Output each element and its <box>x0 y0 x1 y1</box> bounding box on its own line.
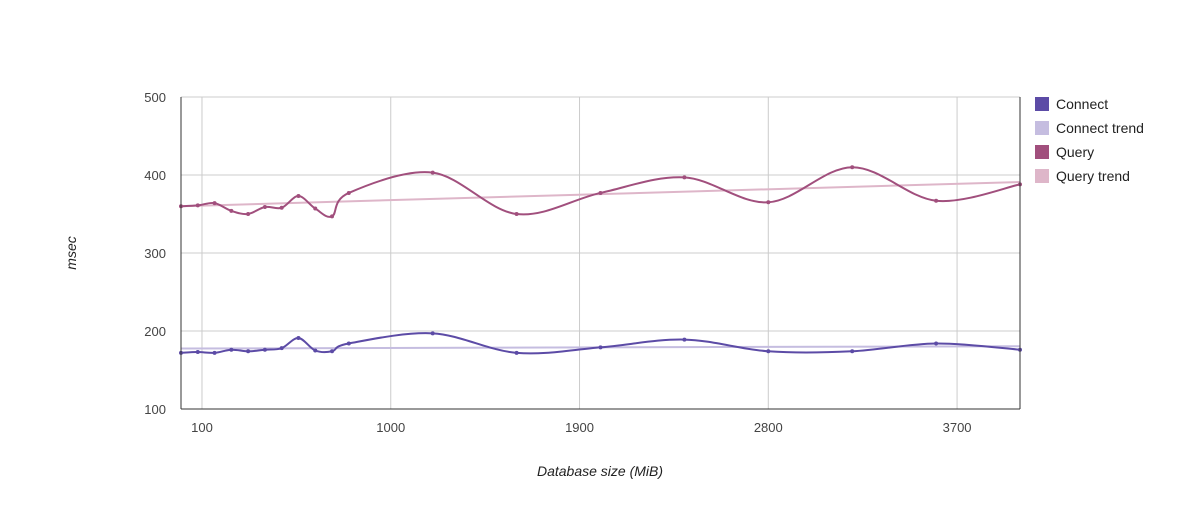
legend-label: Connect trend <box>1056 120 1144 136</box>
y-tick-label: 400 <box>144 168 166 183</box>
legend-item-connect: Connect <box>1035 96 1108 112</box>
tick-labels: 100 200 300 400 500 100 1000 1900 2800 3700 <box>144 90 971 435</box>
data-point-connect <box>330 349 335 354</box>
data-point-query <box>229 208 234 213</box>
data-point-connect <box>296 336 301 341</box>
series-line-connect <box>180 332 1021 355</box>
data-point-query <box>262 204 267 209</box>
data-point-query <box>850 165 855 170</box>
legend-item-query-trend: Query trend <box>1035 168 1130 184</box>
data-point-query <box>313 206 318 211</box>
data-point-query <box>296 194 301 199</box>
data-point-connect <box>262 347 267 352</box>
series-line-query <box>180 166 1021 218</box>
x-axis-title: Database size (MiB) <box>537 463 663 479</box>
legend-swatch <box>1035 97 1049 111</box>
y-tick-label: 200 <box>144 324 166 339</box>
x-tick-label: 100 <box>191 420 213 435</box>
data-point-connect <box>279 346 284 351</box>
y-tick-label: 500 <box>144 90 166 105</box>
data-point-query <box>346 190 351 195</box>
y-axis-title: msec <box>63 236 79 269</box>
data-point-query <box>279 205 284 210</box>
legend-swatch <box>1035 145 1049 159</box>
x-tick-label: 1900 <box>565 420 594 435</box>
data-point-query <box>514 212 519 216</box>
data-point-connect <box>430 331 435 336</box>
legend-label: Query trend <box>1056 168 1130 184</box>
data-point-query <box>195 203 200 208</box>
data-point-connect <box>212 350 217 355</box>
data-point-connect <box>346 341 351 346</box>
legend-item-connect-trend: Connect trend <box>1035 120 1144 136</box>
legend-swatch <box>1035 121 1049 135</box>
y-tick-label: 100 <box>144 402 166 417</box>
grid <box>181 96 1020 410</box>
data-point-connect <box>682 337 687 342</box>
data-point-query <box>598 190 603 195</box>
x-tick-label: 1000 <box>376 420 405 435</box>
legend-label: Connect <box>1056 96 1108 112</box>
axes <box>180 97 1021 410</box>
data-point-connect <box>246 349 251 354</box>
data-point-connect <box>514 350 519 355</box>
series-lines <box>179 165 1022 355</box>
data-point-connect <box>934 341 939 346</box>
data-point-connect <box>195 350 200 355</box>
x-tick-label: 3700 <box>943 420 972 435</box>
x-tick-label: 2800 <box>754 420 783 435</box>
data-point-connect <box>313 348 318 353</box>
data-point-query <box>766 200 771 205</box>
data-point-query <box>430 170 435 175</box>
data-point-query <box>934 198 939 203</box>
legend-swatch <box>1035 169 1049 183</box>
data-point-query <box>682 175 687 180</box>
legend: Connect Connect trend Query Query trend <box>1035 96 1144 184</box>
data-point-query <box>330 214 335 219</box>
data-point-connect <box>598 345 603 350</box>
legend-label: Query <box>1056 144 1094 160</box>
data-point-query <box>212 201 217 206</box>
y-tick-label: 300 <box>144 246 166 261</box>
data-point-connect <box>229 347 234 352</box>
data-point-connect <box>850 349 855 354</box>
legend-item-query: Query <box>1035 144 1094 160</box>
data-point-connect <box>766 349 771 354</box>
data-point-query <box>246 212 251 216</box>
